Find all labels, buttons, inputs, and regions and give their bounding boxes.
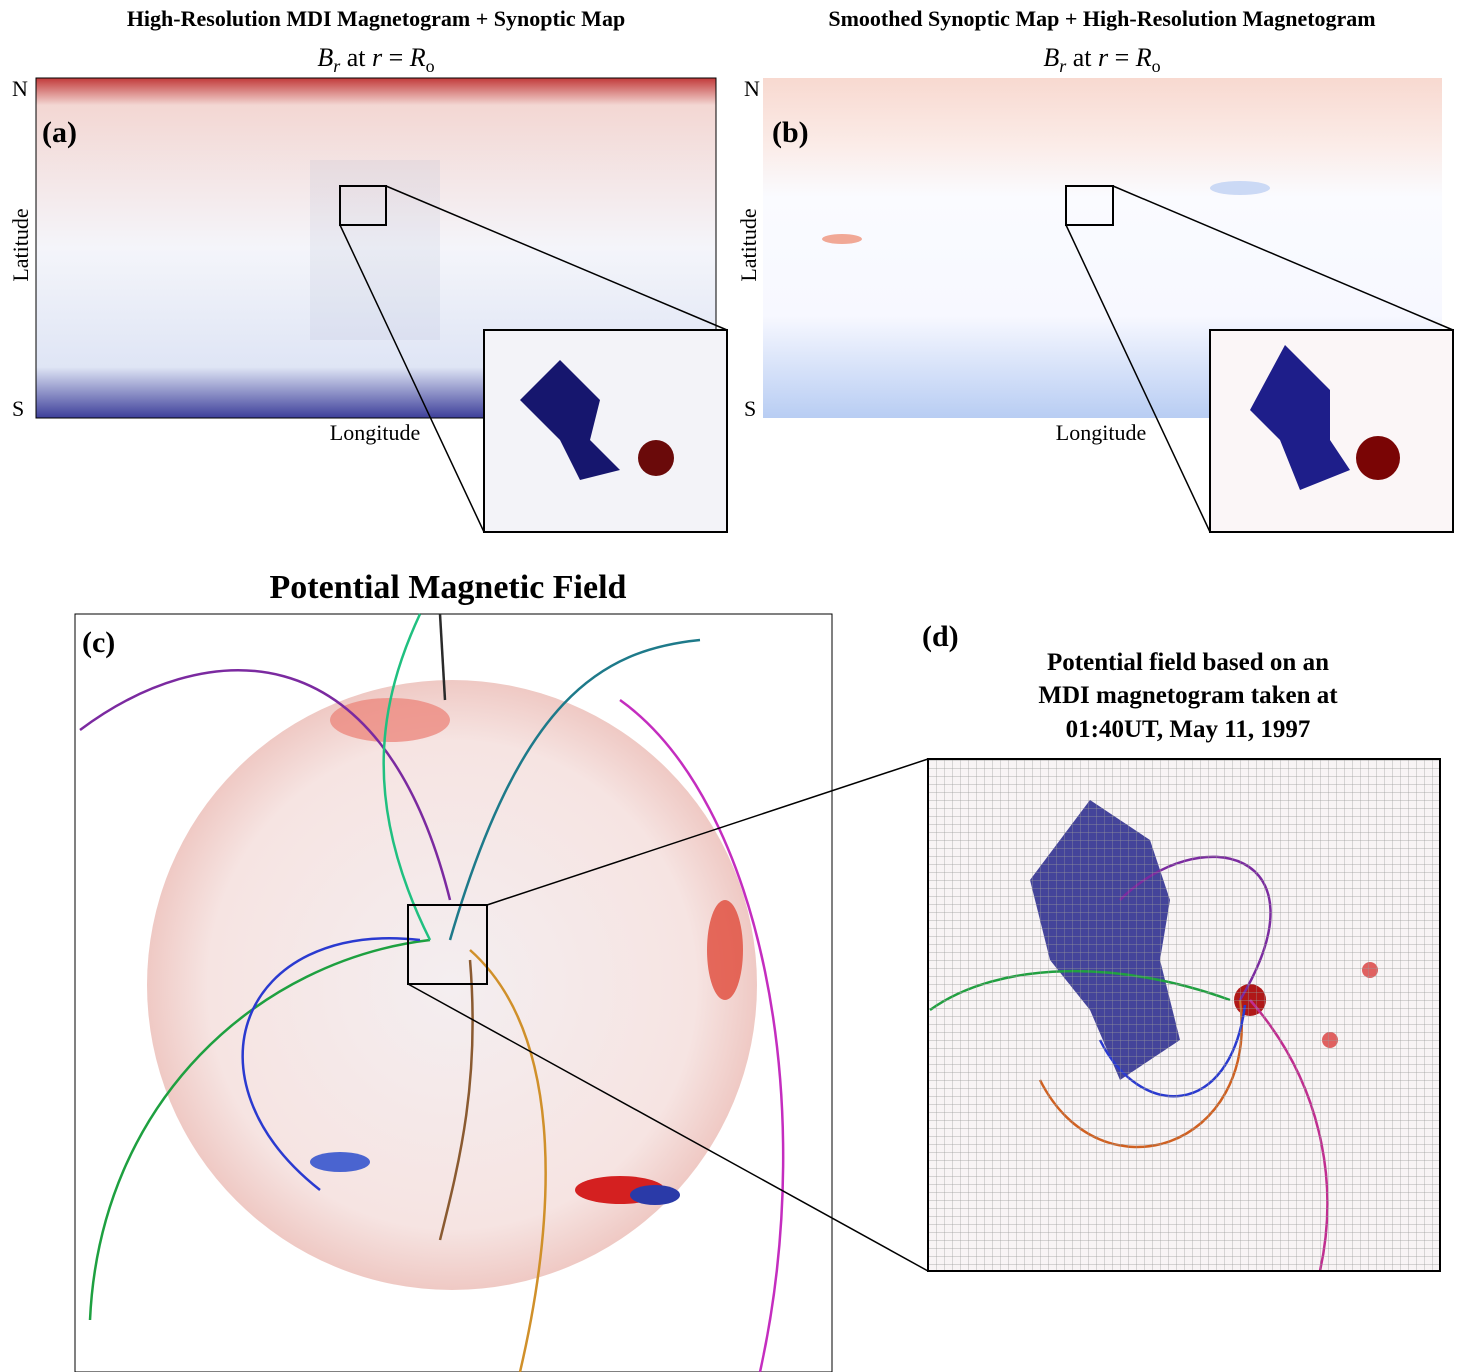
x-axis-label: Longitude	[1056, 420, 1146, 445]
panel-label: (b)	[772, 116, 809, 149]
symbol: B	[317, 43, 333, 72]
symbol: R	[409, 43, 426, 72]
word: at	[1073, 43, 1093, 72]
panel-label: (c)	[82, 626, 115, 659]
x-axis-label: Longitude	[330, 420, 420, 445]
polarity-patch	[822, 234, 862, 244]
zoom-inset	[484, 330, 727, 532]
caption-line: Potential field based on an	[1047, 649, 1329, 676]
panel-title: Smoothed Synoptic Map + High-Resolution …	[828, 6, 1375, 31]
caption-line: 01:40UT, May 11, 1997	[1066, 716, 1311, 743]
caption-line: MDI magnetogram taken at	[1038, 682, 1338, 709]
south-label: S	[744, 396, 756, 421]
polarity-patch	[310, 1152, 370, 1172]
polarity-patch	[1356, 436, 1400, 480]
symbol: o	[426, 56, 435, 76]
symbol: B	[1043, 43, 1059, 72]
south-label: S	[12, 396, 24, 421]
symbol: =	[389, 43, 404, 72]
panel-label: (a)	[42, 116, 77, 149]
symbol: R	[1135, 43, 1152, 72]
grid-mesh	[928, 759, 1440, 1271]
panel-title: Potential Magnetic Field	[270, 569, 627, 606]
panel-title: High-Resolution MDI Magnetogram + Synopt…	[127, 6, 625, 31]
figure: High-Resolution MDI Magnetogram + Synopt…	[0, 0, 1463, 1372]
panel-label: (d)	[922, 620, 959, 653]
word: at	[347, 43, 367, 72]
polarity-patch	[707, 900, 743, 1000]
panel-subtitle: Br at r = Ro	[1043, 43, 1160, 76]
north-label: N	[12, 76, 28, 101]
polarity-patch	[1210, 181, 1270, 195]
y-axis-label: Latitude	[736, 208, 761, 281]
zoom-inset	[1210, 330, 1453, 532]
y-axis-label: Latitude	[8, 208, 33, 281]
symbol: o	[1152, 56, 1161, 76]
panel-subtitle: Br at r = Ro	[317, 43, 434, 76]
north-label: N	[744, 76, 760, 101]
symbol: =	[1115, 43, 1130, 72]
polarity-patch	[638, 440, 674, 476]
polarity-patch	[630, 1185, 680, 1205]
